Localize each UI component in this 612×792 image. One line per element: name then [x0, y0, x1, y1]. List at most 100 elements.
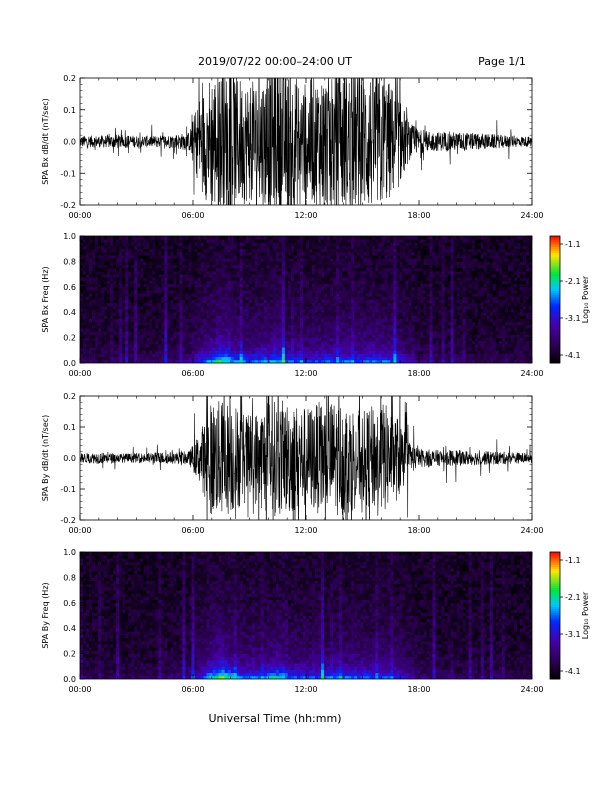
- heatmap-cell: [372, 315, 376, 319]
- heatmap-cell: [435, 305, 439, 310]
- heatmap-cell: [444, 337, 449, 342]
- heatmap-cell: [128, 299, 132, 304]
- heatmap-cell: [158, 289, 162, 294]
- heatmap-cell: [137, 302, 141, 307]
- heatmap-cell: [333, 258, 337, 262]
- heatmap-cell: [339, 315, 343, 319]
- heatmap-cell: [101, 343, 105, 348]
- heatmap-cell: [269, 267, 274, 272]
- heatmap-cell: [372, 245, 376, 250]
- heatmap-cell: [149, 356, 153, 361]
- heatmap-cell: [194, 343, 198, 348]
- heatmap-cell: [324, 286, 328, 291]
- heatmap-cell: [218, 264, 223, 269]
- heatmap-cell: [107, 239, 111, 243]
- heatmap-cell: [426, 236, 430, 240]
- heatmap-cell: [173, 289, 177, 294]
- heatmap-cell: [218, 283, 223, 288]
- heatmap-cell: [242, 309, 247, 313]
- heatmap-cell: [275, 283, 280, 288]
- heatmap-cell: [215, 270, 220, 275]
- heatmap-cell: [405, 264, 409, 269]
- heatmap-cell: [420, 251, 424, 256]
- heatmap-cell: [161, 293, 165, 297]
- heatmap-cell: [396, 309, 400, 313]
- heatmap-cell: [182, 305, 186, 310]
- heatmap-cell: [149, 337, 153, 342]
- heatmap-cell: [92, 286, 96, 291]
- heatmap-cell: [173, 347, 177, 351]
- heatmap-cell: [176, 350, 180, 354]
- heatmap-cell: [254, 245, 259, 250]
- series-trace: [80, 78, 532, 205]
- heatmap-cell: [179, 309, 183, 313]
- heatmap-cell: [191, 315, 195, 319]
- heatmap-cell: [224, 356, 229, 361]
- heatmap-cell: [224, 321, 229, 326]
- heatmap-cell: [266, 239, 271, 243]
- heatmap-cell: [149, 328, 153, 332]
- heatmap-cell: [230, 267, 235, 272]
- heatmap-cell: [384, 283, 388, 288]
- heatmap-cell: [275, 328, 280, 332]
- heatmap-cell: [233, 236, 238, 240]
- heatmap-cell: [272, 248, 277, 253]
- heatmap-cell: [146, 299, 150, 304]
- heatmap-cell: [375, 277, 379, 281]
- heatmap-cell: [143, 283, 147, 288]
- heatmap-cell: [92, 267, 96, 272]
- heatmap-cell: [233, 324, 238, 329]
- heatmap-cell: [179, 255, 183, 259]
- heatmap-cell: [330, 283, 334, 288]
- heatmap-cell: [215, 277, 220, 281]
- heatmap-cell: [101, 248, 105, 253]
- heatmap-cell: [405, 286, 409, 291]
- heatmap-cell: [89, 274, 93, 278]
- heatmap-cell: [89, 293, 93, 297]
- heatmap-cell: [224, 264, 229, 269]
- heatmap-cell: [290, 328, 295, 332]
- heatmap-cell: [233, 286, 238, 291]
- heatmap-cell: [107, 261, 111, 265]
- heatmap-cell: [236, 356, 241, 361]
- heatmap-cell: [182, 302, 186, 307]
- heatmap-cell: [86, 302, 90, 307]
- heatmap-cell: [429, 324, 433, 329]
- heatmap-cell: [408, 289, 412, 294]
- heatmap-cell: [92, 283, 96, 288]
- heatmap-cell: [321, 251, 325, 256]
- heatmap-cell: [281, 305, 286, 310]
- heatmap-cell: [92, 264, 96, 269]
- heatmap-cell: [417, 315, 421, 319]
- heatmap-cell: [80, 302, 84, 307]
- heatmap-cell: [275, 347, 280, 351]
- heatmap-cell: [351, 334, 355, 338]
- heatmap-cell: [152, 350, 156, 354]
- heatmap-cell: [257, 251, 262, 256]
- heatmap-cell: [330, 309, 334, 313]
- heatmap-cell: [86, 309, 90, 313]
- heatmap-cell: [143, 347, 147, 351]
- heatmap-cell: [438, 302, 442, 307]
- heatmap-cell: [327, 264, 331, 269]
- heatmap-cell: [173, 318, 177, 323]
- heatmap-cell: [83, 258, 87, 262]
- heatmap-cell: [278, 299, 283, 304]
- heatmap-cell: [384, 334, 388, 338]
- heatmap-cell: [146, 255, 150, 259]
- heatmap-cell: [101, 274, 105, 278]
- heatmap-cell: [381, 337, 385, 342]
- heatmap-cell: [143, 258, 147, 262]
- heatmap-cell: [143, 309, 147, 313]
- heatmap-cell: [188, 280, 192, 285]
- heatmap-cell: [158, 359, 162, 363]
- heatmap-cell: [203, 296, 207, 300]
- heatmap-cell: [357, 321, 361, 326]
- heatmap-cell: [251, 245, 256, 250]
- heatmap-cell: [287, 343, 292, 348]
- heatmap-cell: [107, 251, 111, 256]
- heatmap-cell: [83, 318, 87, 323]
- heatmap-cell: [281, 331, 286, 335]
- heatmap-cell: [387, 340, 391, 345]
- heatmap-cell: [158, 239, 162, 243]
